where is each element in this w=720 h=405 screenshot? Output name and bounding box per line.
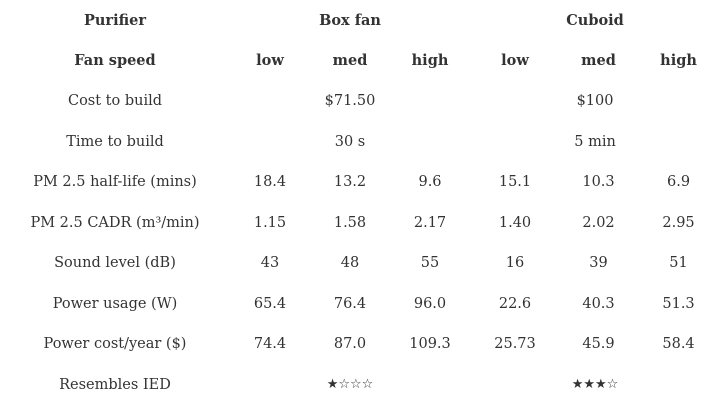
- table-row: Time to build 30 s 5 min: [0, 122, 720, 163]
- table-cell: 2.02: [560, 203, 637, 244]
- table-cell: 74.4: [230, 324, 310, 365]
- table-cell: 9.6: [390, 162, 470, 203]
- header-row-groups: Purifier Box fan Cuboid: [0, 0, 720, 41]
- row-label: PM 2.5 half-life (mins): [0, 162, 230, 203]
- table-cell: 2.95: [637, 203, 720, 244]
- speed-header: high: [390, 41, 470, 82]
- table-cell: 18.4: [230, 162, 310, 203]
- header-row-speeds: Fan speed low med high low med high: [0, 41, 720, 82]
- table-cell: $71.50: [230, 81, 470, 122]
- row-label: Power usage (W): [0, 284, 230, 325]
- table-cell: 96.0: [390, 284, 470, 325]
- table-cell: 6.9: [637, 162, 720, 203]
- table-cell: 16: [470, 243, 560, 284]
- row-label: Power cost/year ($): [0, 324, 230, 365]
- table-cell: 48: [310, 243, 390, 284]
- table-row: Power cost/year ($) 74.4 87.0 109.3 25.7…: [0, 324, 720, 365]
- speed-header: med: [560, 41, 637, 82]
- table-cell: 10.3: [560, 162, 637, 203]
- speed-header: low: [230, 41, 310, 82]
- table-cell: 51.3: [637, 284, 720, 325]
- table-cell: 109.3: [390, 324, 470, 365]
- purifier-header: Purifier: [0, 0, 230, 41]
- row-label: Time to build: [0, 122, 230, 163]
- table-cell: 5 min: [470, 122, 720, 163]
- speed-header: med: [310, 41, 390, 82]
- table-cell: 1.40: [470, 203, 560, 244]
- table-cell: 45.9: [560, 324, 637, 365]
- fan-speed-header: Fan speed: [0, 41, 230, 82]
- table-row: Power usage (W) 65.4 76.4 96.0 22.6 40.3…: [0, 284, 720, 325]
- box-fan-header: Box fan: [230, 0, 470, 41]
- row-label: Resembles IED: [0, 365, 230, 405]
- cuboid-header: Cuboid: [470, 0, 720, 41]
- table-cell: 22.6: [470, 284, 560, 325]
- speed-header: high: [637, 41, 720, 82]
- table-cell: 39: [560, 243, 637, 284]
- star-rating: ★☆☆☆: [230, 365, 470, 405]
- table-cell: 1.58: [310, 203, 390, 244]
- table-cell: $100: [470, 81, 720, 122]
- table-cell: 43: [230, 243, 310, 284]
- table-cell: 87.0: [310, 324, 390, 365]
- row-label: PM 2.5 CADR (m³/min): [0, 203, 230, 244]
- table-row: Resembles IED ★☆☆☆ ★★★☆: [0, 365, 720, 405]
- table-cell: 2.17: [390, 203, 470, 244]
- table-cell: 15.1: [470, 162, 560, 203]
- table-cell: 40.3: [560, 284, 637, 325]
- table-cell: 1.15: [230, 203, 310, 244]
- table-row: Sound level (dB) 43 48 55 16 39 51: [0, 243, 720, 284]
- table-cell: 58.4: [637, 324, 720, 365]
- table-cell: 25.73: [470, 324, 560, 365]
- table-cell: 55: [390, 243, 470, 284]
- table-row: Cost to build $71.50 $100: [0, 81, 720, 122]
- table-row: PM 2.5 CADR (m³/min) 1.15 1.58 2.17 1.40…: [0, 203, 720, 244]
- table-cell: 65.4: [230, 284, 310, 325]
- speed-header: low: [470, 41, 560, 82]
- row-label: Sound level (dB): [0, 243, 230, 284]
- table-cell: 76.4: [310, 284, 390, 325]
- star-rating: ★★★☆: [470, 365, 720, 405]
- table-cell: 30 s: [230, 122, 470, 163]
- table-cell: 13.2: [310, 162, 390, 203]
- table-row: PM 2.5 half-life (mins) 18.4 13.2 9.6 15…: [0, 162, 720, 203]
- table-cell: 51: [637, 243, 720, 284]
- row-label: Cost to build: [0, 81, 230, 122]
